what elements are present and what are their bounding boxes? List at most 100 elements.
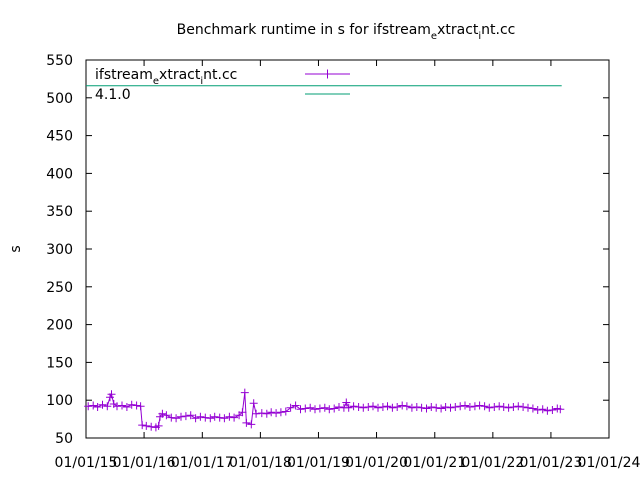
data-point-marker — [262, 409, 271, 418]
y-tick-label: 250 — [46, 280, 73, 296]
x-axis: 01/01/1501/01/1601/01/1701/01/1801/01/19… — [55, 60, 640, 471]
data-point-marker — [514, 402, 523, 411]
data-point-marker — [186, 411, 195, 420]
data-point-marker — [417, 403, 426, 412]
y-tick-label: 50 — [55, 431, 73, 447]
data-point-marker — [427, 403, 436, 411]
x-tick-label: 01/01/24 — [578, 455, 640, 471]
data-point-marker — [374, 403, 382, 412]
data-point-marker — [451, 403, 460, 411]
data-point-marker — [388, 403, 397, 412]
data-point-marker — [206, 414, 215, 423]
y-tick-label: 150 — [46, 355, 73, 371]
data-point-marker — [172, 414, 181, 423]
data-point-marker — [490, 403, 499, 411]
x-tick-label: 01/01/17 — [171, 455, 234, 471]
data-point-marker — [504, 403, 513, 412]
y-tick-label: 400 — [46, 166, 73, 182]
data-point-marker — [364, 403, 373, 411]
plot-area-border — [85, 59, 610, 439]
data-point-marker — [393, 403, 402, 411]
data-point-marker — [257, 409, 266, 418]
legend: ifstreamextractint.cc 4.1.0 — [95, 67, 350, 103]
data-point-marker — [344, 403, 353, 412]
data-point-marker — [519, 403, 528, 411]
data-point-marker — [556, 405, 565, 414]
data-point-marker — [225, 412, 234, 421]
data-point-marker — [432, 403, 441, 412]
x-tick-label: 01/01/16 — [113, 455, 176, 471]
data-point-marker — [272, 409, 281, 418]
data-point-marker — [446, 403, 455, 412]
data-point-marker — [311, 405, 319, 414]
data-point-marker — [306, 403, 315, 412]
data-point-marker — [127, 400, 136, 409]
data-point-marker — [335, 403, 343, 411]
data-point-marker — [461, 401, 469, 410]
data-point-marker — [252, 409, 261, 418]
data-point-marker — [528, 404, 537, 413]
data-point-marker — [342, 398, 351, 407]
data-point-marker — [230, 413, 239, 422]
y-tick-label: 500 — [46, 91, 73, 107]
data-point-marker — [422, 404, 431, 413]
data-point-marker — [167, 413, 176, 422]
data-point-marker — [470, 402, 479, 411]
data-point-marker — [122, 403, 131, 411]
data-point-marker — [154, 421, 163, 430]
data-point-marker — [158, 409, 167, 418]
data-point-marker — [291, 401, 300, 410]
legend-label-ifstream-extract-int: ifstreamextractint.cc — [95, 67, 237, 87]
data-point-marker — [103, 402, 112, 411]
data-point-marker — [142, 421, 151, 430]
data-point-marker — [538, 405, 547, 414]
y-tick-label: 100 — [46, 393, 73, 409]
data-point-marker — [359, 403, 368, 412]
data-point-marker — [383, 402, 392, 411]
data-point-marker — [98, 400, 107, 409]
data-point-marker — [210, 412, 219, 421]
x-tick-label: 01/01/20 — [345, 455, 408, 471]
data-point-marker — [107, 390, 116, 399]
data-point-marker — [301, 404, 310, 413]
chart-title: Benchmark runtime in s for ifstreamextra… — [177, 22, 516, 42]
legend-marker-ifstream-extract-int — [323, 69, 332, 79]
data-point-marker — [325, 405, 334, 414]
y-tick-label: 300 — [46, 242, 73, 258]
y-axis-label: s — [8, 245, 24, 252]
x-tick-label: 01/01/23 — [519, 455, 582, 471]
y-axis: 50 100 150 200 250 300 350 400 450 500 550 — [46, 53, 609, 447]
data-point-marker — [480, 402, 489, 411]
data-point-marker — [181, 412, 190, 421]
plot-series — [84, 85, 565, 432]
data-point-marker — [330, 404, 339, 413]
data-point-marker — [412, 403, 421, 411]
data-point-marker — [249, 399, 258, 408]
data-point-marker — [276, 408, 285, 417]
data-point-marker — [240, 388, 249, 397]
x-tick-label: 01/01/15 — [55, 455, 118, 471]
data-point-marker — [354, 403, 363, 411]
data-point-marker — [402, 402, 411, 411]
y-tick-label: 550 — [46, 53, 73, 69]
data-point-marker — [465, 403, 474, 411]
data-point-marker — [509, 403, 518, 411]
data-point-marker — [543, 406, 552, 415]
data-point-marker — [475, 401, 484, 410]
data-point-marker — [191, 414, 200, 423]
data-point-marker — [320, 403, 329, 412]
data-point-marker — [499, 403, 508, 411]
x-tick-label: 01/01/18 — [229, 455, 292, 471]
data-point-marker — [286, 403, 295, 412]
data-point-marker — [132, 401, 141, 410]
data-point-marker — [136, 402, 145, 411]
data-point-marker — [89, 401, 98, 410]
data-point-marker — [201, 413, 210, 422]
data-point-marker — [441, 403, 450, 411]
data-point-marker — [162, 411, 171, 420]
x-tick-label: 01/01/21 — [403, 455, 466, 471]
data-point-marker — [378, 403, 387, 411]
data-point-marker — [238, 408, 247, 417]
data-point-marker — [242, 418, 251, 427]
data-point-marker — [196, 412, 205, 421]
